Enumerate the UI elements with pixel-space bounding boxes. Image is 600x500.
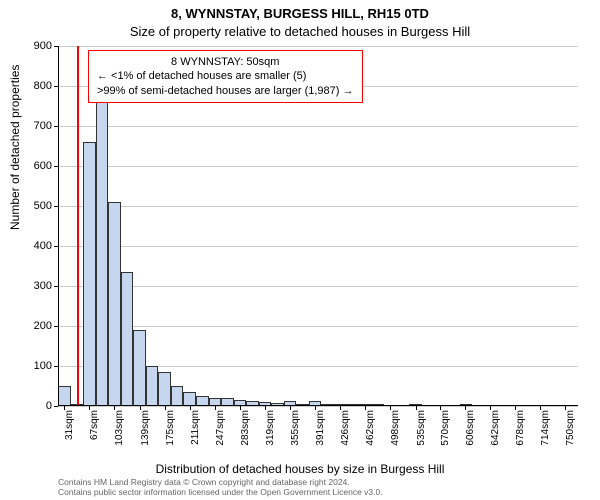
- xtick-label: 31sqm: [64, 410, 75, 440]
- x-axis: [58, 405, 578, 406]
- xtick-label: 498sqm: [390, 410, 401, 446]
- ytick-label: 600: [34, 160, 52, 172]
- footer-line2: Contains public sector information licen…: [58, 487, 383, 497]
- xtick-label: 391sqm: [315, 410, 326, 446]
- xtick-label: 606sqm: [465, 410, 476, 446]
- xtick-label: 103sqm: [114, 410, 125, 446]
- ytick-label: 900: [34, 40, 52, 52]
- histogram-bar: [121, 272, 134, 406]
- chart-container: 8, WYNNSTAY, BURGESS HILL, RH15 0TD Size…: [0, 0, 600, 500]
- chart-subtitle: Size of property relative to detached ho…: [0, 24, 600, 39]
- ytick-mark: [54, 286, 58, 287]
- marker-line: [77, 46, 79, 406]
- xtick-label: 535sqm: [416, 410, 427, 446]
- ytick-mark: [54, 406, 58, 407]
- xtick-label: 175sqm: [165, 410, 176, 446]
- plot-area: 0100200300400500600700800900 31sqm67sqm1…: [58, 46, 578, 406]
- ytick-label: 100: [34, 360, 52, 372]
- histogram-bar: [183, 392, 196, 406]
- ytick-mark: [54, 126, 58, 127]
- annotation-line3: >99% of semi-detached houses are larger …: [97, 84, 354, 98]
- ytick-mark: [54, 86, 58, 87]
- y-axis: [58, 46, 59, 406]
- ytick-label: 400: [34, 240, 52, 252]
- ytick-mark: [54, 366, 58, 367]
- xtick-label: 139sqm: [140, 410, 151, 446]
- ytick-mark: [54, 46, 58, 47]
- xtick-label: 678sqm: [515, 410, 526, 446]
- chart-title: 8, WYNNSTAY, BURGESS HILL, RH15 0TD: [0, 6, 600, 21]
- xtick-label: 570sqm: [440, 410, 451, 446]
- x-axis-label: Distribution of detached houses by size …: [0, 462, 600, 476]
- annotation-box: 8 WYNNSTAY: 50sqm ← <1% of detached hous…: [88, 50, 363, 103]
- histogram-bar: [146, 366, 159, 406]
- histogram-bar: [83, 142, 96, 406]
- ytick-label: 800: [34, 80, 52, 92]
- histogram-bar: [171, 386, 184, 406]
- xtick-label: 462sqm: [365, 410, 376, 446]
- xtick-label: 283sqm: [240, 410, 251, 446]
- gridline: [58, 406, 578, 407]
- ytick-mark: [54, 326, 58, 327]
- ytick-label: 300: [34, 280, 52, 292]
- ytick-mark: [54, 206, 58, 207]
- ytick-label: 700: [34, 120, 52, 132]
- footer: Contains HM Land Registry data © Crown c…: [58, 477, 383, 497]
- footer-line1: Contains HM Land Registry data © Crown c…: [58, 477, 383, 487]
- xtick-label: 211sqm: [190, 410, 201, 445]
- ytick-label: 200: [34, 320, 52, 332]
- xtick-label: 67sqm: [89, 410, 100, 440]
- xtick-label: 247sqm: [215, 410, 226, 446]
- ytick-mark: [54, 166, 58, 167]
- xtick-label: 426sqm: [340, 410, 351, 446]
- annotation-line2: ← <1% of detached houses are smaller (5): [97, 69, 354, 83]
- histogram-bar: [133, 330, 146, 406]
- ytick-label: 500: [34, 200, 52, 212]
- xtick-label: 355sqm: [290, 410, 301, 446]
- ytick-label: 0: [46, 400, 52, 412]
- xtick-label: 750sqm: [565, 410, 576, 446]
- y-axis-label: Number of detached properties: [8, 65, 22, 230]
- histogram-bar: [108, 202, 121, 406]
- histogram-bar: [96, 94, 109, 406]
- annotation-line1: 8 WYNNSTAY: 50sqm: [97, 55, 354, 69]
- xtick-label: 319sqm: [265, 410, 276, 446]
- ytick-mark: [54, 246, 58, 247]
- xtick-label: 642sqm: [490, 410, 501, 446]
- histogram-bar: [58, 386, 71, 406]
- xtick-label: 714sqm: [540, 410, 551, 446]
- histogram-bar: [158, 372, 171, 406]
